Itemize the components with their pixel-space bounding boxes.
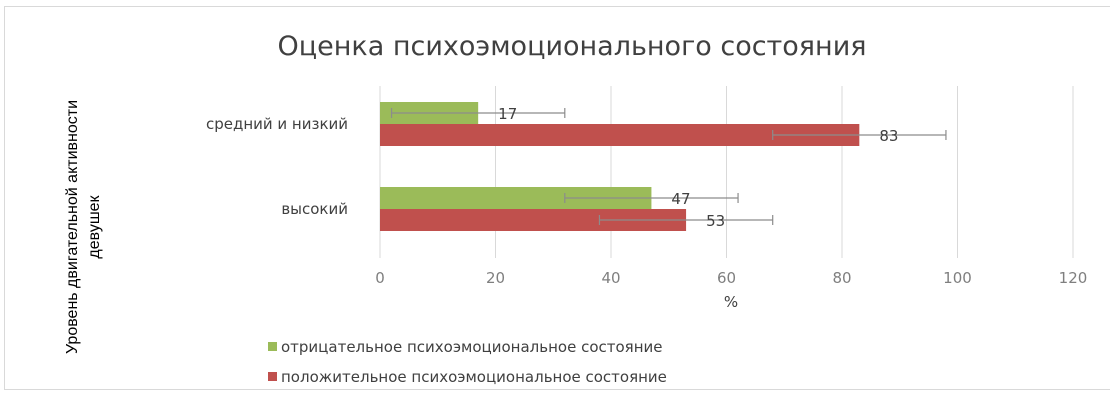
x-tick-label: 40 — [601, 269, 620, 287]
legend-swatch-positive — [268, 372, 277, 381]
error-bars — [390, 108, 947, 225]
data-label: 17 — [498, 105, 517, 123]
x-tick-label: 0 — [375, 269, 385, 287]
x-axis-label: % — [724, 293, 738, 311]
y-axis-label-line-1: Уровень двигательной активности — [64, 100, 81, 354]
bars — [380, 102, 860, 231]
data-label: 53 — [706, 212, 725, 230]
bar-negative-1 — [380, 187, 652, 209]
category-label: средний и низкий — [206, 115, 348, 133]
legend-label-negative: отрицательное психоэмоциональное состоян… — [281, 338, 662, 356]
data-label: 83 — [879, 127, 898, 145]
category-label: высокий — [281, 200, 348, 218]
data-label: 47 — [671, 190, 690, 208]
category-labels: средний и низкий высокий — [206, 115, 348, 218]
x-tick-label: 20 — [486, 269, 505, 287]
bar-positive-1 — [380, 209, 687, 231]
grid-lines — [379, 86, 1074, 258]
y-axis-label: Уровень двигательной активности девушек — [64, 100, 103, 354]
x-tick-label: 100 — [943, 269, 972, 287]
x-tick-label: 60 — [717, 269, 736, 287]
data-labels: 17 83 47 53 — [498, 105, 898, 230]
legend: отрицательное психоэмоциональное состоян… — [268, 338, 667, 386]
chart-frame — [4, 6, 1110, 390]
x-ticks: 0 20 40 60 80 100 120 — [375, 269, 1087, 287]
x-tick-label: 120 — [1059, 269, 1088, 287]
legend-swatch-negative — [268, 342, 277, 351]
x-tick-label: 80 — [832, 269, 851, 287]
legend-label-positive: положительное психоэмоциональное состоян… — [281, 368, 667, 386]
bar-positive-0 — [380, 124, 860, 146]
chart-title: Оценка психоэмоционального состояния — [278, 31, 867, 62]
y-axis-label-line-2: девушек — [86, 194, 103, 258]
